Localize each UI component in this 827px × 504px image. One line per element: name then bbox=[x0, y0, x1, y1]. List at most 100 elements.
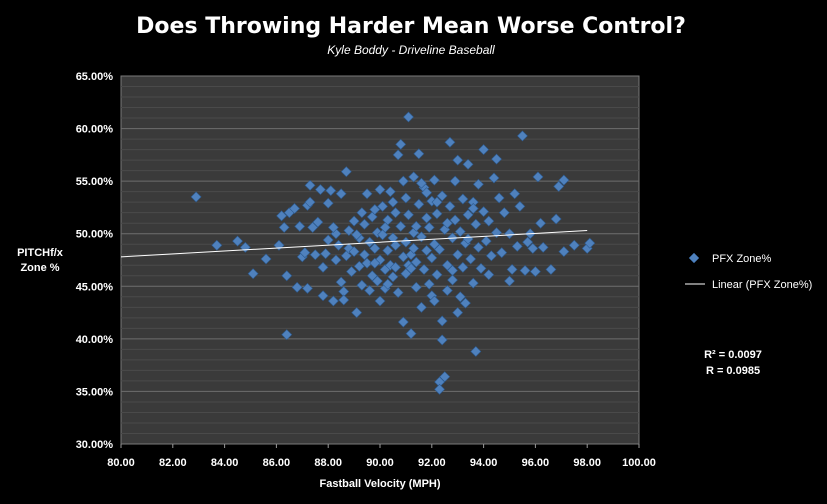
data-point bbox=[405, 328, 417, 340]
chart-title: Does Throwing Harder Mean Worse Control? bbox=[136, 14, 686, 39]
data-point bbox=[397, 175, 409, 187]
data-point bbox=[190, 191, 202, 203]
data-point bbox=[452, 154, 464, 166]
data-point bbox=[356, 207, 368, 219]
data-point bbox=[382, 278, 394, 290]
data-point bbox=[353, 260, 365, 272]
data-point bbox=[553, 180, 565, 192]
data-point bbox=[514, 200, 526, 212]
chart-subtitle: Kyle Boddy - Driveline Baseball bbox=[327, 43, 495, 57]
data-point bbox=[426, 252, 438, 264]
data-point bbox=[374, 184, 386, 195]
data-point bbox=[444, 136, 456, 148]
x-axis-label: Fastball Velocity (MPH) bbox=[319, 478, 440, 490]
data-point bbox=[428, 295, 440, 307]
data-point bbox=[304, 179, 316, 191]
data-point bbox=[361, 188, 373, 200]
data-point bbox=[462, 158, 474, 170]
data-point bbox=[418, 264, 430, 275]
data-point bbox=[260, 253, 272, 265]
data-point bbox=[315, 184, 326, 195]
data-point bbox=[211, 239, 223, 251]
data-point bbox=[519, 265, 531, 276]
data-point bbox=[371, 275, 383, 287]
data-point bbox=[317, 290, 329, 302]
data-point bbox=[436, 315, 448, 327]
data-point bbox=[395, 220, 407, 232]
data-point bbox=[558, 246, 570, 258]
data-point bbox=[369, 204, 381, 215]
data-point bbox=[390, 239, 401, 251]
x-tick-label: 86.00 bbox=[263, 457, 291, 469]
data-point bbox=[374, 295, 386, 307]
data-point bbox=[475, 262, 487, 274]
data-point bbox=[382, 245, 394, 256]
x-tick-label: 90.00 bbox=[366, 457, 394, 469]
x-axis-ticks: 80.00 82.00 84.00 86.00 88.00 90.00 92.00 94.00… bbox=[107, 444, 656, 469]
data-point bbox=[333, 239, 344, 251]
data-point bbox=[527, 243, 539, 254]
data-point bbox=[431, 208, 443, 220]
data-point bbox=[478, 206, 490, 218]
data-point bbox=[400, 268, 412, 280]
data-point bbox=[460, 297, 471, 309]
r-annotation: R = 0.0985 bbox=[706, 365, 760, 377]
data-point bbox=[325, 185, 337, 197]
data-point bbox=[423, 221, 435, 233]
data-point bbox=[327, 221, 339, 233]
data-point bbox=[449, 214, 461, 226]
data-point bbox=[465, 253, 477, 265]
data-point bbox=[421, 212, 433, 224]
data-point bbox=[483, 269, 495, 281]
data-point bbox=[232, 235, 243, 247]
data-point bbox=[416, 301, 427, 313]
data-point bbox=[449, 175, 461, 187]
data-point bbox=[294, 220, 306, 232]
legend-marker-diamond bbox=[688, 252, 700, 264]
y-tick-label: 30.00% bbox=[76, 439, 114, 451]
data-point bbox=[369, 257, 381, 269]
data-point bbox=[403, 111, 414, 123]
data-point bbox=[504, 275, 515, 287]
data-point bbox=[493, 192, 505, 204]
data-point bbox=[309, 249, 321, 261]
data-point bbox=[410, 281, 422, 293]
scatter-points bbox=[190, 111, 596, 395]
data-point bbox=[428, 174, 440, 186]
data-point bbox=[444, 200, 456, 212]
data-point bbox=[511, 240, 523, 252]
data-point bbox=[545, 264, 557, 275]
data-point bbox=[457, 193, 469, 205]
data-point bbox=[550, 213, 562, 225]
data-point bbox=[558, 174, 570, 186]
x-tick-label: 96.00 bbox=[522, 457, 550, 469]
legend-label-points: PFX Zone% bbox=[712, 253, 772, 265]
data-point bbox=[537, 241, 549, 253]
data-point bbox=[416, 177, 427, 189]
data-point bbox=[529, 266, 541, 277]
x-tick-label: 82.00 bbox=[159, 457, 187, 469]
data-point bbox=[421, 245, 433, 256]
data-point bbox=[379, 221, 391, 233]
x-tick-label: 94.00 bbox=[470, 457, 498, 469]
data-point bbox=[340, 166, 352, 178]
data-point bbox=[431, 269, 443, 281]
data-point bbox=[397, 316, 409, 328]
data-point bbox=[496, 247, 508, 259]
data-point bbox=[447, 274, 458, 286]
data-point bbox=[410, 256, 422, 268]
gridlines bbox=[121, 86, 639, 434]
data-point bbox=[281, 270, 293, 282]
data-point bbox=[431, 196, 443, 208]
data-point bbox=[441, 217, 453, 229]
data-point bbox=[338, 294, 350, 306]
data-point bbox=[584, 237, 596, 249]
data-point bbox=[498, 207, 510, 219]
data-point bbox=[421, 187, 433, 199]
data-point bbox=[428, 238, 440, 250]
data-point bbox=[532, 171, 544, 183]
y-tick-label: 40.00% bbox=[76, 334, 114, 346]
data-point bbox=[359, 249, 370, 261]
y-tick-label: 60.00% bbox=[76, 124, 114, 136]
data-point bbox=[462, 209, 474, 221]
